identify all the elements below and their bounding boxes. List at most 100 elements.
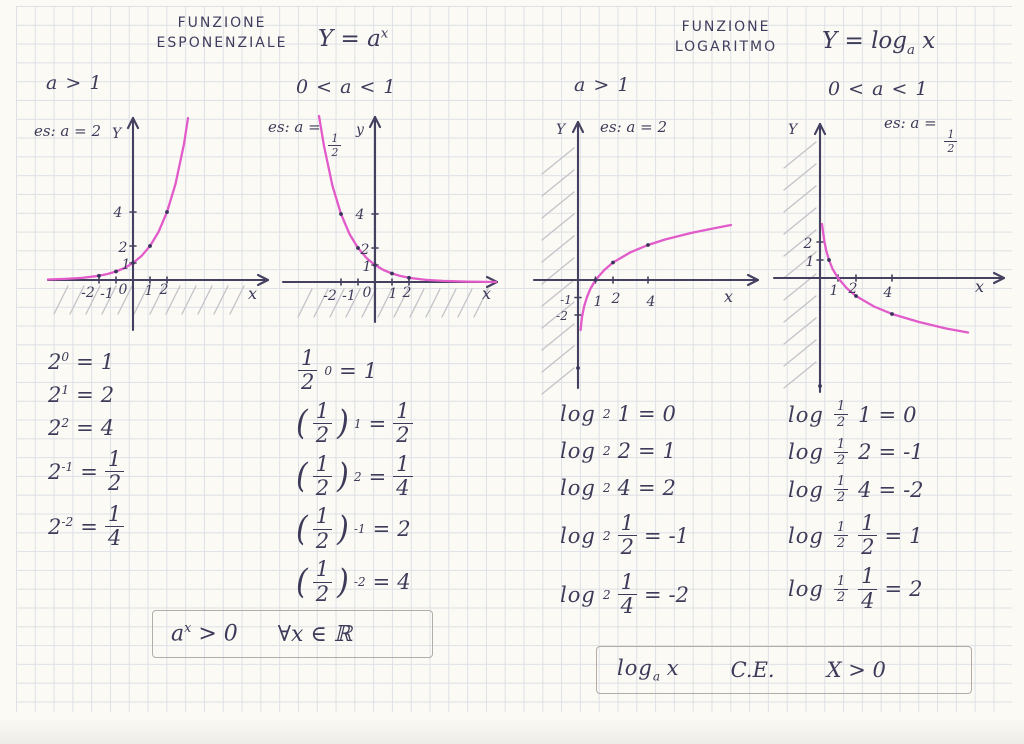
- close-paren: ): [337, 562, 349, 602]
- axis-labels: Y -1 -2 1 2 4 x: [556, 122, 733, 323]
- tick-m2: -2: [556, 309, 568, 323]
- log-formula-lhs: Y = log: [822, 28, 908, 54]
- open-paren: (: [296, 404, 308, 444]
- log-case-a-gt-1: a > 1: [574, 74, 631, 96]
- tick-1: 1: [594, 294, 603, 310]
- tick-p1: 1: [145, 283, 154, 299]
- example-label-g1: es: a = 2: [34, 122, 101, 140]
- hatching-below-axis: [297, 288, 489, 318]
- exp-title-line1: FUNZIONE: [177, 15, 267, 31]
- exp-formula-exponent: x: [380, 26, 389, 42]
- tick-4: 4: [113, 205, 123, 221]
- axes: [532, 120, 760, 390]
- ce-condition: X > 0: [826, 658, 886, 682]
- example-prefix: es: a =: [884, 114, 937, 132]
- tick-p1: 1: [389, 286, 398, 302]
- x-axis-arrow: [992, 271, 1006, 285]
- tick-p2: 2: [159, 282, 169, 298]
- close-paren: ): [337, 509, 349, 549]
- axis-labels: Y 4 2 1 -2 -1 0 1 2 x: [81, 126, 257, 303]
- exp-formula: Y = ax: [318, 26, 388, 52]
- note-box-exponential: ax > 0 ∀x ∈ ℝ: [152, 610, 433, 658]
- exp-section-title: FUNZIONE ESPONENZIALE: [138, 13, 306, 53]
- hatching-below-axis: [53, 285, 245, 315]
- tick-1: 1: [806, 254, 815, 270]
- ce-label: C.E.: [730, 658, 775, 682]
- tick-m1: -1: [342, 288, 356, 304]
- tick-4: 4: [646, 294, 656, 310]
- grid-paper: [16, 6, 1012, 712]
- x-axis-label: x: [724, 287, 733, 306]
- equation-row: log 2 2 = 1: [560, 439, 676, 463]
- exp-title-line2: ESPONENZIALE: [156, 35, 288, 51]
- log-formula-arg: x: [922, 28, 936, 54]
- log-formula: Y = loga x: [822, 28, 935, 58]
- open-paren: (: [296, 509, 308, 549]
- equation-row: (1 2) -1 = 2: [296, 504, 411, 553]
- y-axis-arrow: [571, 120, 585, 134]
- tick-2: 2: [611, 291, 621, 307]
- equation-row: log 1 2 1 = 0: [788, 399, 917, 431]
- axis-labels: y 4 2 1 -2 -1 0 1 2 x: [323, 122, 491, 304]
- exp-graph-a2: Y 4 2 1 -2 -1 0 1 2 x: [46, 116, 270, 332]
- exponential-curve-half-x: [317, 114, 498, 284]
- y-axis-arrow: [813, 122, 827, 136]
- example-label-g3: es: a = 2: [600, 118, 667, 136]
- tick-0: 0: [363, 285, 372, 301]
- log-graph-a2: Y -1 -2 1 2 4 x: [532, 120, 760, 395]
- axis-labels: Y 2 1 1 2 4 x: [788, 122, 984, 301]
- log-case-a-lt-1: 0 < a < 1: [828, 78, 929, 100]
- open-paren: (: [296, 562, 308, 602]
- tick-2: 2: [803, 236, 813, 252]
- tick-4: 4: [355, 207, 365, 223]
- tick-m2: -2: [323, 288, 337, 304]
- tick-x4: 4: [883, 285, 893, 301]
- exp-graph-a-half: y 4 2 1 -2 -1 0 1 2 x: [281, 114, 499, 324]
- exp-formula-lhs: Y = a: [318, 26, 381, 52]
- log-curve-base-half: [820, 222, 970, 334]
- open-paren: (: [296, 456, 308, 497]
- log-expression: loga x: [617, 656, 679, 684]
- curve-points: [818, 258, 894, 388]
- exp-case-a-gt-1: a > 1: [46, 72, 103, 94]
- equation-row: 22 = 4: [48, 416, 115, 440]
- tick-p2: 2: [402, 285, 412, 301]
- y-axis-label: Y: [788, 122, 799, 138]
- x-axis-arrow: [256, 273, 270, 287]
- y-axis-label: y: [355, 122, 365, 138]
- tick-x2: 2: [848, 281, 858, 297]
- y-axis-arrow: [368, 115, 382, 129]
- x-axis-label: x: [975, 277, 984, 296]
- curve-points: [576, 243, 650, 370]
- exp-domain: ∀x ∈ ℝ: [277, 621, 353, 647]
- exp-positivity: ax > 0: [171, 621, 238, 647]
- equation-row: log 1 2 2 = -1: [788, 436, 924, 468]
